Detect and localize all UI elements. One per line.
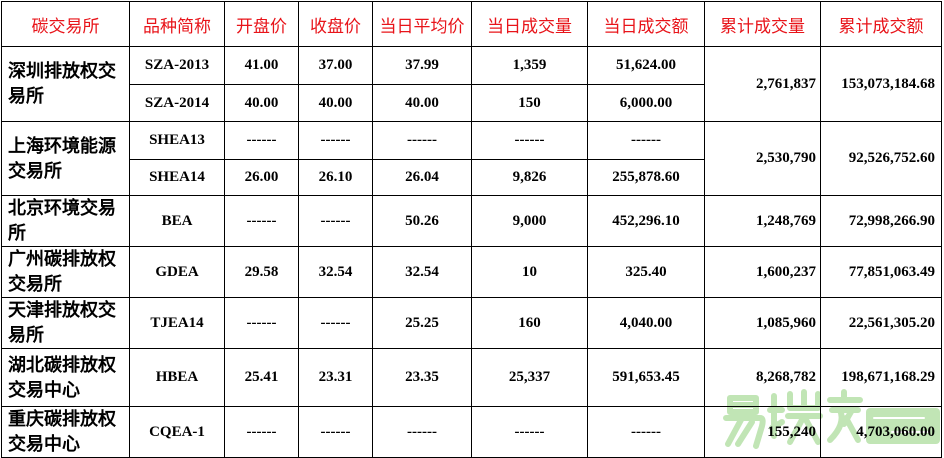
table-row: 天津排放权交易所 TJEA14 ------ ------ 25.25 160 4,040.…: [1, 297, 942, 349]
cell-cum-volume: 1,085,960: [704, 297, 821, 349]
exchange-name: 湖北碳排放权交易中心: [1, 348, 130, 407]
exchange-name: 深圳排放权交易所: [1, 46, 130, 122]
cell-cum-amount: 4,703,060.00: [820, 406, 942, 458]
table-row: 重庆碳排放权交易中心 CQEA-1 ------ ------ ------ ------…: [1, 406, 942, 458]
cell-amount: ------: [587, 406, 705, 458]
exchange-name: 天津排放权交易所: [1, 297, 130, 349]
cell-open: ------: [224, 121, 299, 160]
cell-amount: 452,296.10: [587, 195, 705, 247]
cell-volume: 25,337: [471, 348, 588, 407]
cell-close: 23.31: [298, 348, 373, 407]
header-exchange: 碳交易所: [1, 1, 130, 47]
cell-close: 37.00: [298, 46, 373, 85]
cell-avg: 23.35: [372, 348, 472, 407]
cell-volume: 10: [471, 246, 588, 298]
header-cum-amount: 累计成交额: [820, 1, 942, 47]
table-row: 深圳排放权交易所 SZA-2013 41.00 37.00 37.99 1,359 51,6…: [1, 46, 942, 122]
cell-cum-amount: 92,526,752.60: [820, 121, 942, 196]
cell-amount: 6,000.00: [587, 84, 705, 122]
cell-amount: 51,624.00: [587, 46, 705, 85]
cell-open: 26.00: [224, 159, 299, 196]
exchange-name: 广州碳排放权交易所: [1, 246, 130, 298]
cell-volume: 9,826: [471, 159, 588, 196]
cell-volume: 150: [471, 84, 588, 122]
cell-volume: 1,359: [471, 46, 588, 85]
header-cum-volume: 累计成交量: [704, 1, 821, 47]
exchange-name: 重庆碳排放权交易中心: [1, 406, 130, 458]
table-row: 北京环境交易所 BEA ------ ------ 50.26 9,000 452,296.…: [1, 195, 942, 247]
cell-code: BEA: [129, 195, 225, 247]
cell-close: ------: [298, 195, 373, 247]
table-row: 上海环境能源交易所 SHEA13 ------ ------ ------ ------ -…: [1, 121, 942, 196]
cell-code: SHEA13: [129, 121, 225, 160]
cell-code: SZA-2014: [129, 84, 225, 122]
cell-cum-amount: 22,561,305.20: [820, 297, 942, 349]
cell-volume: ------: [471, 121, 588, 160]
cell-cum-volume: 2,761,837: [704, 46, 821, 122]
cell-amount: 591,653.45: [587, 348, 705, 407]
table-row: 湖北碳排放权交易中心 HBEA 25.41 23.31 23.35 25,337 591,6…: [1, 348, 942, 407]
cell-close: ------: [298, 297, 373, 349]
cell-cum-volume: 1,600,237: [704, 246, 821, 298]
cell-open: ------: [224, 297, 299, 349]
header-row: 碳交易所 品种简称 开盘价 收盘价 当日平均价 当日成交量 当日成交额 累计成交量 累计成交额: [1, 1, 942, 47]
cell-cum-amount: 72,998,266.90: [820, 195, 942, 247]
cell-amount: 4,040.00: [587, 297, 705, 349]
cell-cum-volume: 8,268,782: [704, 348, 821, 407]
cell-amount: 255,878.60: [587, 159, 705, 196]
cell-code: SHEA14: [129, 159, 225, 196]
cell-close: 40.00: [298, 84, 373, 122]
cell-volume: ------: [471, 406, 588, 458]
cell-open: ------: [224, 195, 299, 247]
cell-avg: ------: [372, 406, 472, 458]
cell-cum-amount: 198,671,168.29: [820, 348, 942, 407]
table-row: 广州碳排放权交易所 GDEA 29.58 32.54 32.54 10 325.40 1,60…: [1, 246, 942, 298]
header-avg: 当日平均价: [372, 1, 472, 47]
header-amount: 当日成交额: [587, 1, 705, 47]
cell-close: 32.54: [298, 246, 373, 298]
cell-avg: 37.99: [372, 46, 472, 85]
cell-avg: 26.04: [372, 159, 472, 196]
cell-volume: 160: [471, 297, 588, 349]
cell-code: HBEA: [129, 348, 225, 407]
cell-code: TJEA14: [129, 297, 225, 349]
cell-avg: 32.54: [372, 246, 472, 298]
exchange-name: 北京环境交易所: [1, 195, 130, 247]
cell-open: 25.41: [224, 348, 299, 407]
cell-volume: 9,000: [471, 195, 588, 247]
cell-open: 41.00: [224, 46, 299, 85]
cell-cum-volume: 2,530,790: [704, 121, 821, 196]
header-volume: 当日成交量: [471, 1, 588, 47]
cell-amount: ------: [587, 121, 705, 160]
cell-open: 29.58: [224, 246, 299, 298]
cell-open: ------: [224, 406, 299, 458]
cell-close: 26.10: [298, 159, 373, 196]
cell-avg: 25.25: [372, 297, 472, 349]
cell-cum-volume: 155,240: [704, 406, 821, 458]
cell-open: 40.00: [224, 84, 299, 122]
cell-avg: 50.26: [372, 195, 472, 247]
exchange-name: 上海环境能源交易所: [1, 121, 130, 196]
header-close: 收盘价: [298, 1, 373, 47]
cell-close: ------: [298, 406, 373, 458]
cell-cum-volume: 1,248,769: [704, 195, 821, 247]
cell-amount: 325.40: [587, 246, 705, 298]
cell-code: GDEA: [129, 246, 225, 298]
header-code: 品种简称: [129, 1, 225, 47]
header-open: 开盘价: [224, 1, 299, 47]
cell-cum-amount: 77,851,063.49: [820, 246, 942, 298]
cell-code: SZA-2013: [129, 46, 225, 85]
cell-avg: ------: [372, 121, 472, 160]
cell-close: ------: [298, 121, 373, 160]
cell-code: CQEA-1: [129, 406, 225, 458]
cell-avg: 40.00: [372, 84, 472, 122]
cell-cum-amount: 153,073,184.68: [820, 46, 942, 122]
